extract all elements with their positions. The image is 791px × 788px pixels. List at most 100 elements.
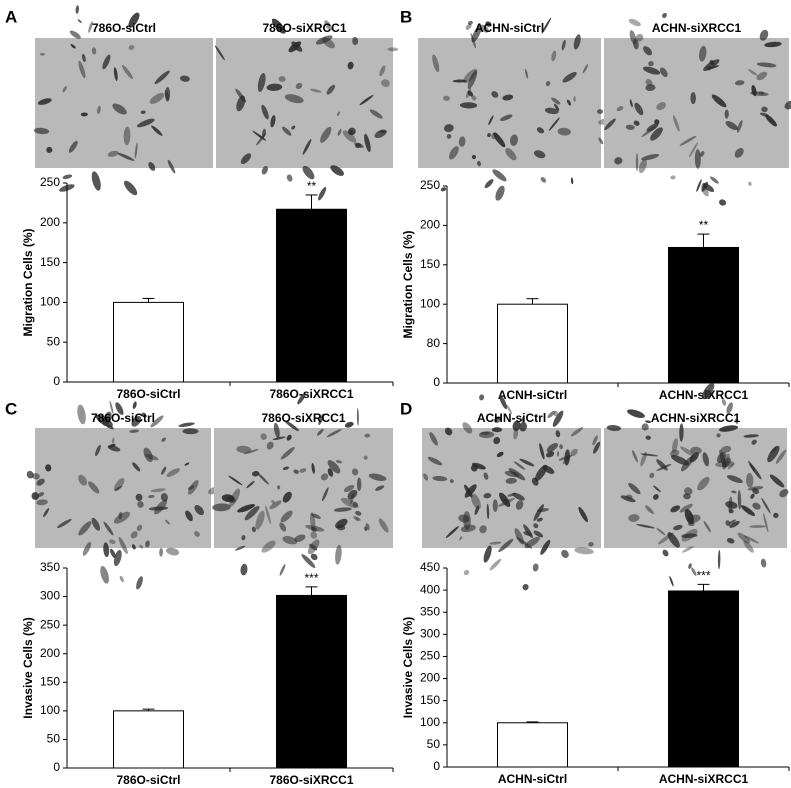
cell bbox=[483, 493, 492, 499]
y-tick-label: 300 bbox=[420, 627, 440, 641]
cell bbox=[36, 478, 45, 486]
cell bbox=[251, 526, 256, 533]
cell bbox=[653, 485, 661, 493]
cell bbox=[761, 497, 771, 514]
cell bbox=[737, 532, 751, 544]
cell bbox=[310, 531, 318, 539]
cell bbox=[299, 468, 307, 473]
cell bbox=[236, 445, 252, 454]
cell bbox=[574, 547, 594, 555]
cell bbox=[710, 176, 719, 184]
cell bbox=[767, 445, 780, 463]
cell bbox=[114, 485, 123, 491]
cell bbox=[672, 115, 680, 132]
cell bbox=[502, 94, 514, 101]
cell bbox=[545, 81, 551, 87]
cell bbox=[165, 519, 170, 525]
cell bbox=[513, 427, 519, 440]
cell bbox=[763, 513, 769, 533]
cell bbox=[320, 473, 329, 481]
y-tick-label: 150 bbox=[40, 674, 60, 688]
image-label: 786O-siXRCC1 bbox=[261, 411, 345, 425]
cell bbox=[164, 86, 171, 102]
cell bbox=[640, 451, 647, 467]
x-tick-label: ACHN-siCtrl bbox=[498, 772, 567, 786]
cell bbox=[364, 526, 367, 532]
cell bbox=[113, 478, 125, 492]
cell bbox=[375, 485, 385, 491]
cell bbox=[566, 99, 572, 106]
cell bbox=[620, 495, 636, 503]
cell bbox=[279, 563, 286, 576]
cell bbox=[316, 428, 324, 436]
micrograph bbox=[214, 428, 393, 548]
cell bbox=[77, 404, 86, 425]
cell bbox=[33, 127, 50, 135]
x-tick-label: ACHN-siXRCC1 bbox=[659, 772, 749, 786]
cell bbox=[491, 132, 499, 140]
cell bbox=[557, 451, 560, 457]
y-tick-label: 0 bbox=[53, 374, 60, 388]
cell bbox=[683, 493, 691, 500]
cell bbox=[494, 416, 501, 423]
cell bbox=[446, 134, 452, 139]
cell bbox=[347, 129, 354, 135]
y-tick-label: 80 bbox=[427, 336, 441, 350]
cell bbox=[499, 492, 511, 508]
y-tick-label: 150 bbox=[420, 693, 440, 707]
cell bbox=[702, 452, 710, 467]
cell bbox=[640, 453, 659, 457]
cell bbox=[265, 505, 272, 525]
cell bbox=[46, 146, 53, 153]
cell bbox=[645, 505, 654, 514]
cell bbox=[134, 142, 138, 159]
cell bbox=[734, 148, 744, 158]
image-label: ACHN-siCtrl bbox=[475, 21, 544, 35]
cell bbox=[78, 521, 92, 536]
cell bbox=[606, 424, 622, 432]
cell bbox=[711, 94, 727, 108]
y-axis-label: Migration Cells (%) bbox=[401, 230, 415, 338]
cell bbox=[499, 395, 508, 410]
cell bbox=[541, 17, 552, 34]
cell bbox=[564, 449, 570, 466]
cell bbox=[553, 103, 560, 111]
cell bbox=[432, 475, 448, 482]
cell bbox=[135, 493, 143, 501]
cell bbox=[141, 412, 147, 418]
cell bbox=[534, 464, 548, 482]
cell bbox=[740, 505, 756, 516]
cell bbox=[462, 422, 473, 434]
micrograph bbox=[422, 428, 601, 548]
cell bbox=[614, 157, 623, 165]
cell bbox=[522, 583, 529, 591]
cell bbox=[282, 126, 292, 136]
cell bbox=[616, 106, 624, 112]
panel-label: A bbox=[5, 7, 17, 26]
cell bbox=[110, 548, 116, 558]
cell bbox=[467, 20, 473, 25]
cell bbox=[179, 75, 190, 82]
cell bbox=[342, 130, 357, 143]
cell bbox=[271, 18, 286, 34]
cell bbox=[749, 463, 762, 480]
cell bbox=[449, 479, 454, 483]
cell bbox=[519, 421, 527, 432]
cell bbox=[107, 150, 119, 157]
cell bbox=[88, 21, 93, 33]
cell bbox=[633, 120, 640, 126]
cell bbox=[261, 104, 269, 120]
cell bbox=[423, 473, 429, 481]
cell bbox=[582, 64, 589, 74]
cell bbox=[628, 514, 640, 522]
cell bbox=[330, 165, 344, 176]
cell bbox=[161, 466, 167, 475]
y-tick-label: 0 bbox=[433, 759, 440, 773]
bar bbox=[113, 710, 184, 769]
cell bbox=[57, 518, 72, 529]
cell bbox=[720, 445, 732, 453]
cell bbox=[702, 183, 715, 192]
cell bbox=[629, 99, 633, 108]
cell bbox=[645, 78, 653, 87]
bar bbox=[497, 722, 568, 768]
